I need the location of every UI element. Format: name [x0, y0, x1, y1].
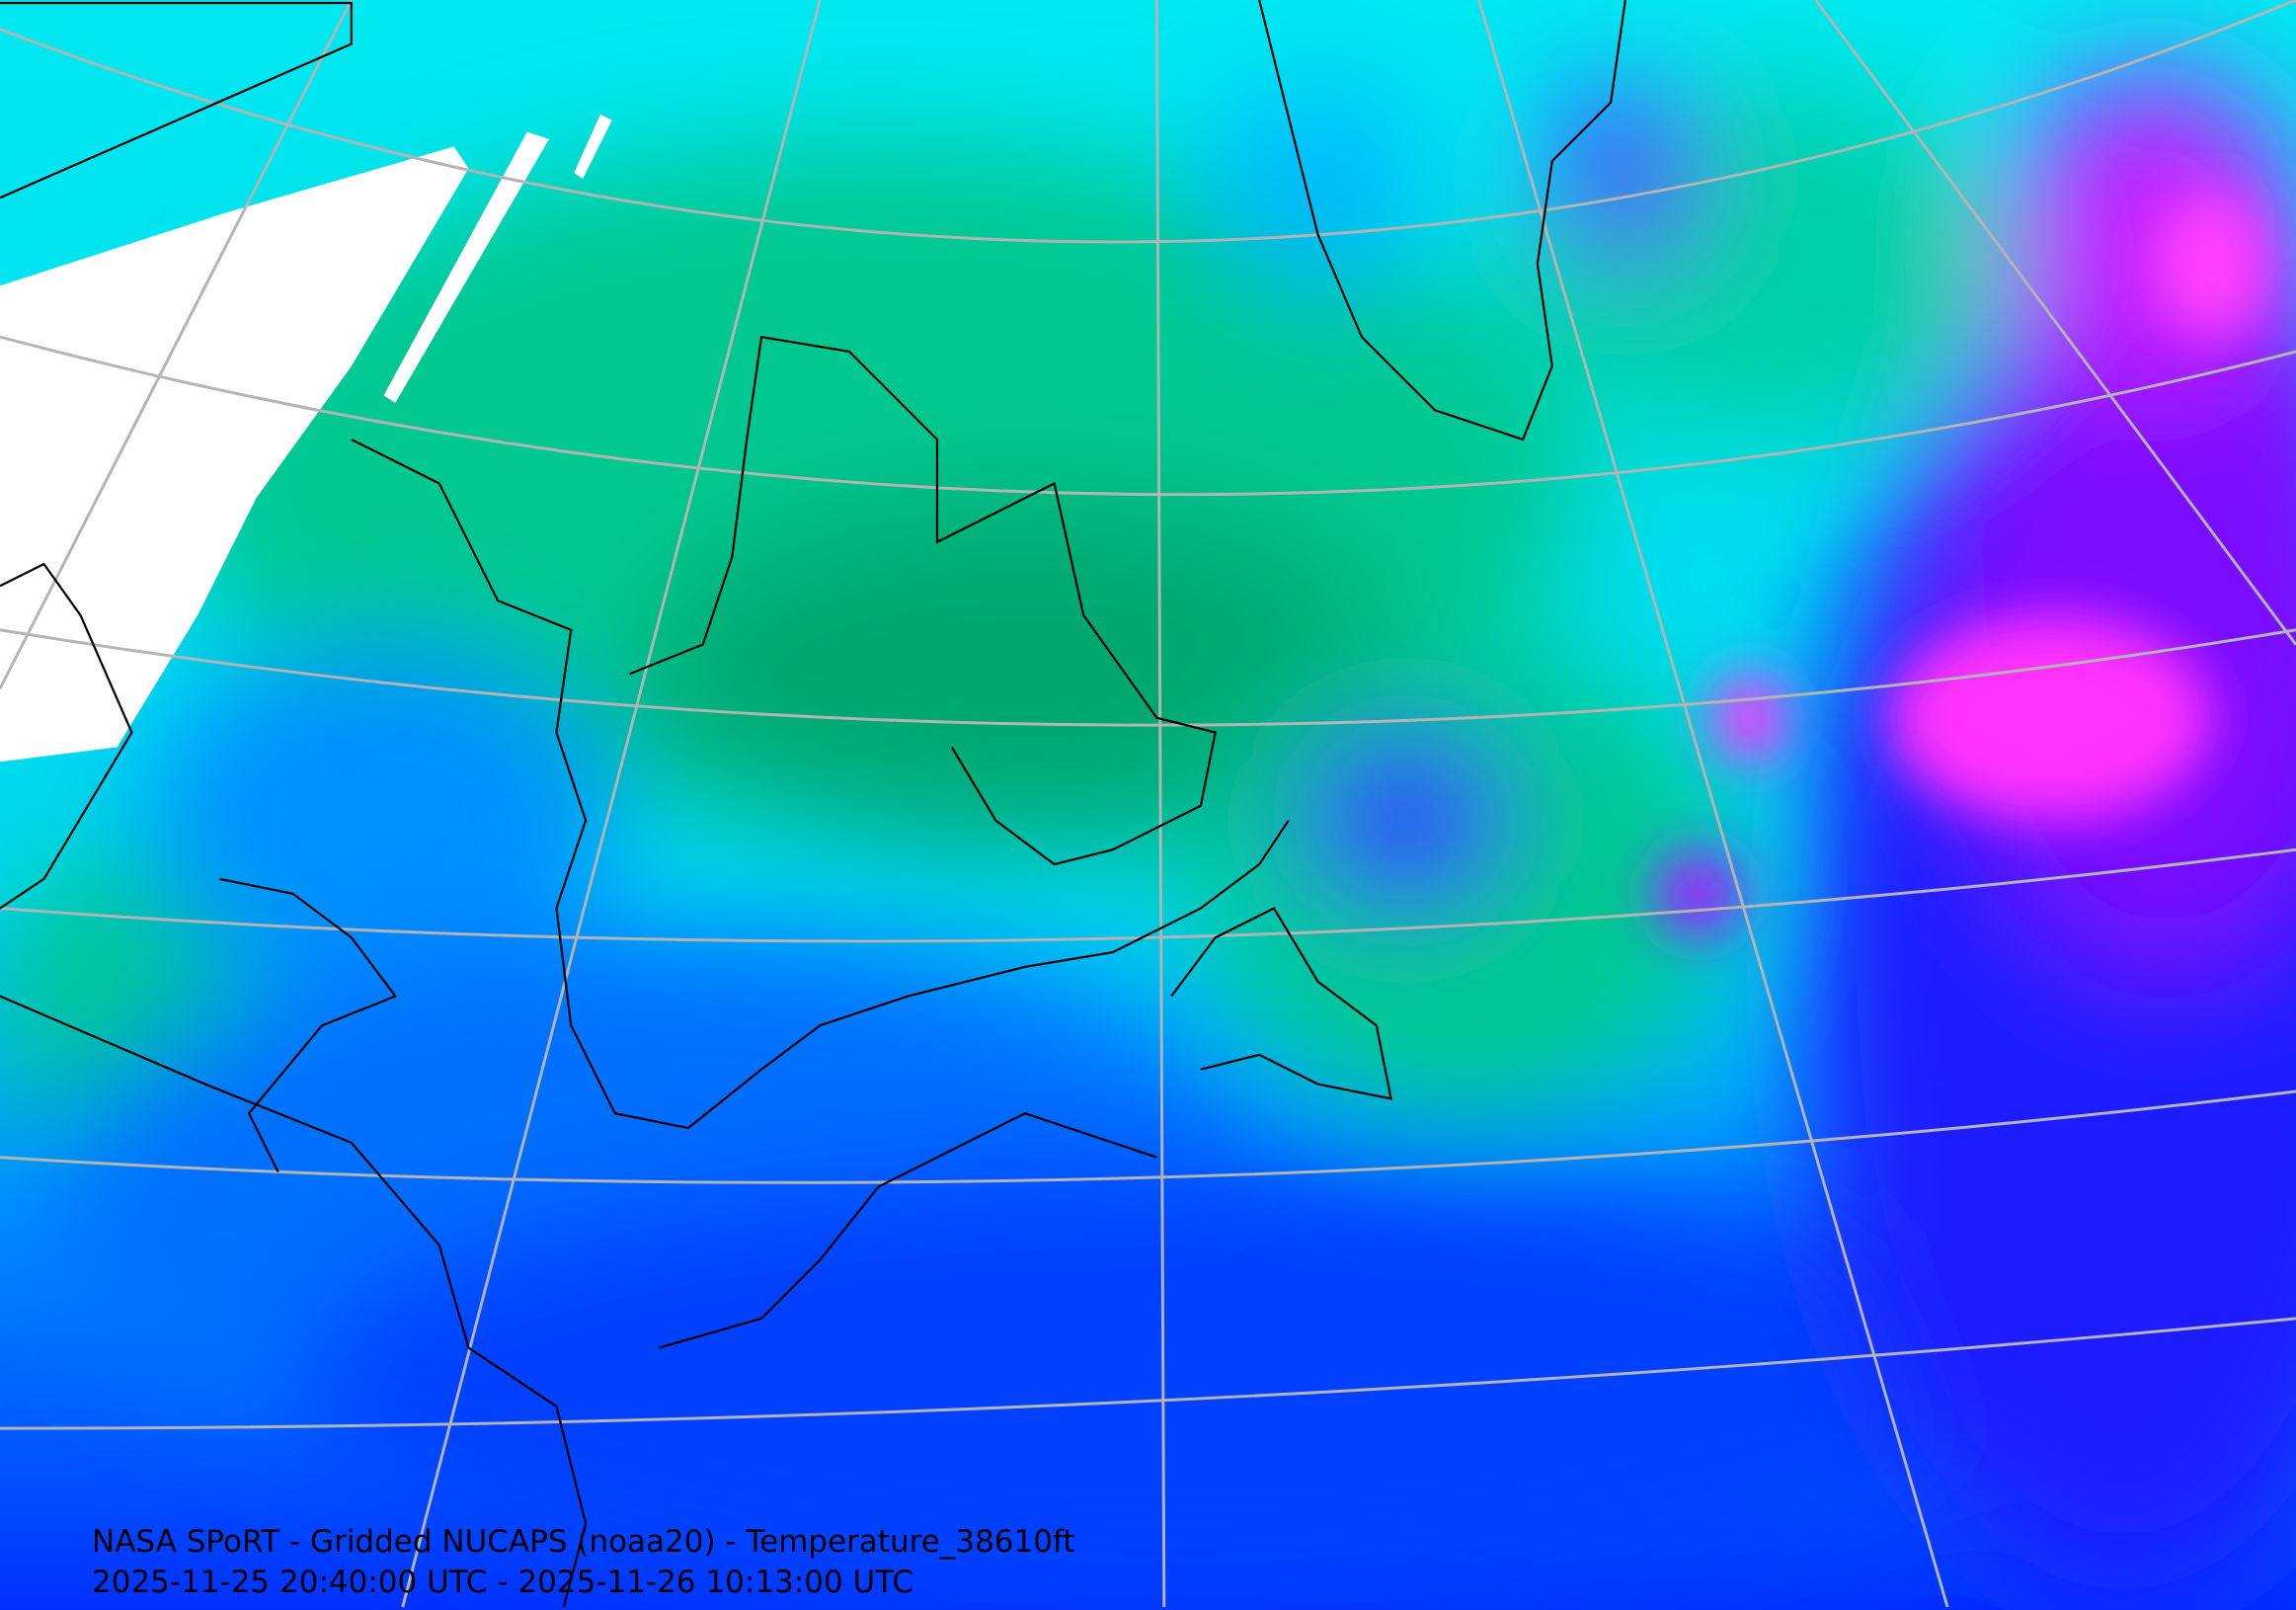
- map-time-range: 2025-11-25 20:40:00 UTC - 2025-11-26 10:…: [92, 1565, 913, 1600]
- map-title: NASA SPoRT - Gridded NUCAPS (noaa20) - T…: [92, 1524, 1075, 1560]
- coastlines: [0, 0, 1626, 1608]
- no-data-region: [0, 146, 469, 763]
- no-data-strip: [574, 114, 612, 179]
- no-data-strip: [383, 131, 550, 403]
